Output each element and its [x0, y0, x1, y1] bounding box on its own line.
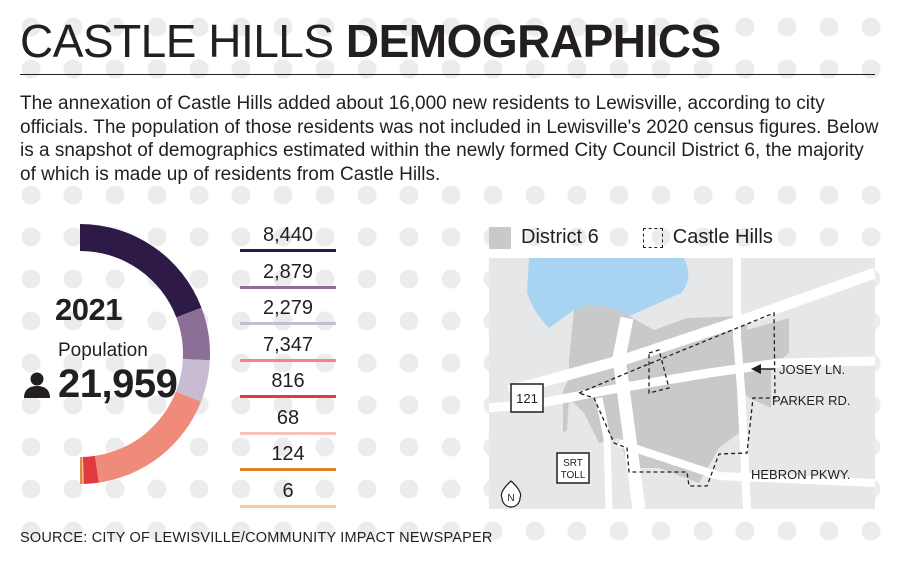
value-item: 7,347	[240, 330, 336, 367]
legend-castle-hills-label: Castle Hills	[672, 226, 773, 248]
lake-water	[527, 258, 689, 328]
source-note: SOURCE: CITY OF LEWISVILLE/COMMUNITY IMP…	[20, 530, 493, 546]
intro-text: The annexation of Castle Hills added abo…	[20, 92, 880, 186]
sh121-route	[612, 316, 646, 509]
hebron-pkwy-label: HEBRON PKWY.	[751, 467, 850, 482]
donut-segment	[175, 359, 210, 402]
value-label: 2,879	[262, 260, 314, 283]
district-map: 121 SRT TOLL JOSEY LN. PARKER RD. HEBRON…	[489, 258, 875, 509]
value-item: 68	[240, 403, 336, 440]
srt-toll-shield: SRT TOLL	[556, 452, 590, 484]
value-color-line	[240, 504, 336, 508]
legend-district-label: District 6	[521, 226, 599, 248]
srt-label: SRT	[563, 458, 583, 469]
josey-arrow	[751, 364, 775, 374]
value-label: 816	[271, 370, 305, 392]
value-color-line	[240, 322, 336, 325]
value-color-line	[240, 468, 336, 471]
josey-ln-label: JOSEY LN.	[779, 362, 845, 377]
value-color-line	[240, 249, 336, 252]
donut-chart	[80, 224, 211, 484]
title-bold: DEMOGRAPHICS	[345, 15, 721, 67]
north-arrow-icon: N	[500, 480, 522, 508]
map-legend: District 6 Castle Hills	[489, 226, 773, 249]
donut-segment	[94, 391, 201, 483]
value-item: 2,879	[240, 257, 336, 294]
castle-hills-swatch	[642, 227, 663, 248]
donut-segments	[80, 224, 211, 484]
value-item: 124	[240, 439, 336, 476]
toll-label: TOLL	[561, 470, 586, 481]
value-label: 2,279	[262, 297, 314, 319]
page-title: CASTLE HILLS DEMOGRAPHICS	[20, 14, 721, 68]
value-item: 816	[240, 366, 336, 403]
value-color-line	[240, 395, 336, 398]
highway-121	[507, 267, 875, 397]
title-regular: CASTLE HILLS	[20, 15, 334, 67]
value-item: 6	[240, 476, 336, 513]
north-label: N	[507, 493, 514, 504]
person-icon	[24, 372, 50, 398]
value-item: 8,440	[240, 220, 336, 257]
value-color-line	[240, 358, 336, 362]
donut-segment	[82, 455, 99, 484]
value-color-line	[240, 431, 336, 435]
value-label: 6	[282, 479, 294, 502]
hebron-parkway	[617, 439, 875, 487]
hwy-121-label: 121	[516, 391, 538, 406]
highway-121-shield: 121	[510, 383, 544, 413]
title-rule	[20, 74, 875, 75]
value-list: 8,440 2,879 2,279 7,347 816 68 124 6	[240, 220, 336, 512]
value-item: 2,279	[240, 293, 336, 330]
donut-segment	[81, 456, 84, 484]
donut-segment	[176, 307, 211, 361]
josey-lane	[733, 258, 751, 509]
population-total: 21,959	[22, 362, 178, 407]
toll-road	[595, 397, 613, 509]
value-label: 124	[271, 443, 305, 465]
donut-segment	[80, 224, 202, 318]
castle-hills-boundary	[577, 312, 776, 487]
district-swatch	[489, 226, 511, 249]
donut-segment	[80, 456, 83, 484]
population-label: Population	[58, 340, 148, 361]
population-year: 2021	[55, 292, 122, 327]
value-label: 8,440	[262, 224, 314, 246]
value-label: 68	[276, 406, 300, 429]
value-color-line	[240, 285, 336, 289]
parker-rd-label: PARKER RD.	[772, 393, 851, 408]
population-value: 21,959	[58, 362, 178, 406]
value-label: 7,347	[262, 333, 314, 356]
